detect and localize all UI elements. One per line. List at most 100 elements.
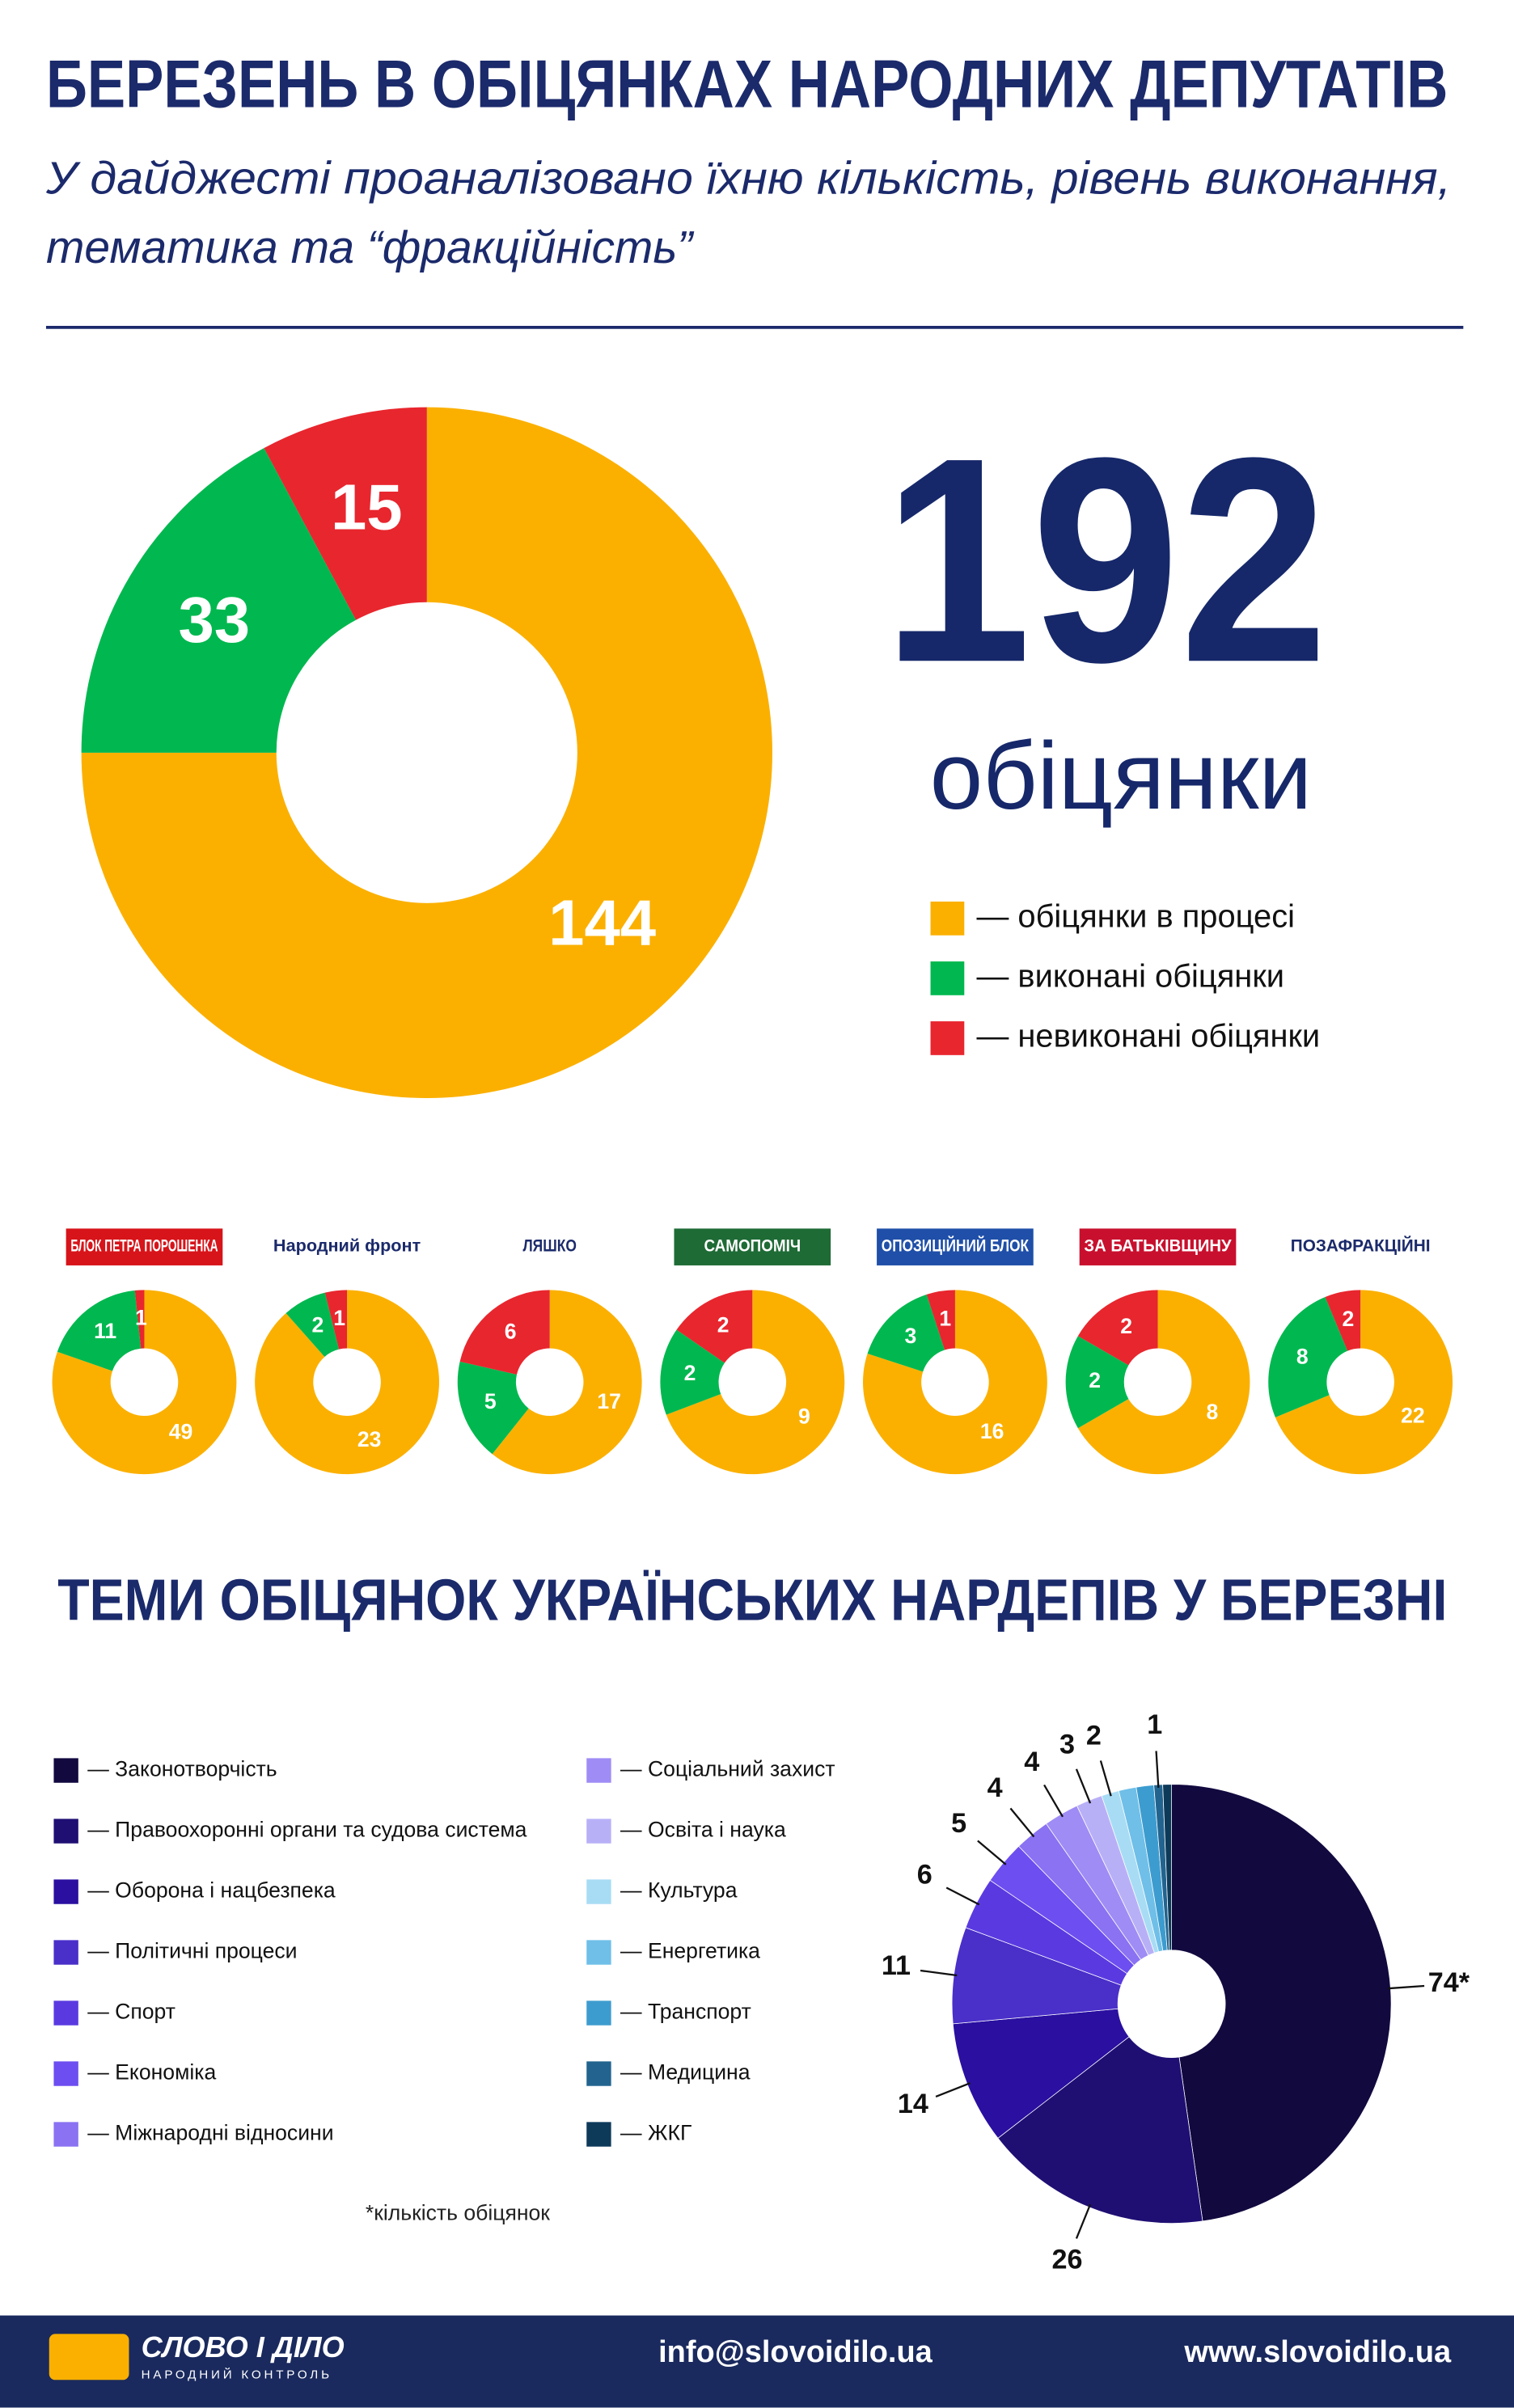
legend-swatch: [586, 2061, 611, 2086]
party-name: ОПОЗИЦІЙНИЙ БЛОК: [882, 1236, 1029, 1256]
value-label: 1: [135, 1306, 147, 1330]
slice: [997, 2036, 1203, 2224]
value-label: 17: [597, 1389, 621, 1413]
footnote: *кількість обіцянок: [366, 2200, 550, 2224]
value-label: 2: [684, 1361, 696, 1385]
subtitle-line: тематика та “фракційність”: [46, 222, 695, 273]
value-label: 11: [882, 1950, 911, 1981]
total: 192: [883, 397, 1329, 723]
party-name: САМОПОМІЧ: [704, 1237, 801, 1256]
value-label: 15: [331, 471, 403, 543]
slice: [255, 1290, 439, 1475]
value-label: 74*: [1428, 1967, 1470, 1998]
value-label: 5: [484, 1389, 497, 1413]
value-label: 9: [798, 1404, 810, 1428]
slice: [1275, 1290, 1453, 1475]
slice: [81, 448, 357, 753]
party-name: ЗА БАТЬКІВЩИНУ: [1084, 1237, 1232, 1256]
party-name: ПОЗАФРАКЦІЙНІ: [1291, 1236, 1431, 1256]
total-label: обіцянки: [930, 722, 1312, 829]
legend-swatch: [53, 1879, 78, 1904]
legend-label: — Міжнародні відносини: [87, 2121, 333, 2145]
value-label: 6: [505, 1319, 517, 1343]
footer-logo-icon: [49, 2334, 129, 2381]
leader-line: [920, 1969, 958, 1977]
legend-swatch: [586, 1819, 611, 1844]
value-label: 14: [898, 2089, 928, 2119]
party-logo-bg: [674, 1228, 831, 1265]
slice: [666, 1290, 845, 1475]
value-label: 2: [312, 1312, 324, 1337]
legend-swatch: [930, 961, 965, 995]
value-label: 2: [1120, 1314, 1132, 1338]
legend-label: — Законотворчість: [87, 1757, 277, 1781]
legend-label: — Правоохоронні органи та судова система: [87, 1818, 527, 1842]
slice: [1325, 1290, 1361, 1351]
legend-label: — Транспорт: [620, 2000, 751, 2024]
value-label: 49: [169, 1420, 193, 1444]
party-logo-bg: [66, 1228, 223, 1265]
slice: [324, 1290, 348, 1350]
legend-swatch: [53, 2061, 78, 2086]
slice: [57, 1290, 142, 1371]
legend-label: — Освіта і наука: [620, 1818, 786, 1842]
footer-brand: СЛОВО І ДІЛО: [142, 2330, 345, 2364]
footer-site: www.slovoidilo.ua: [1183, 2335, 1452, 2369]
party-name: ЛЯШКО: [522, 1237, 576, 1256]
legend-label: — невиконані обіцянки: [976, 1018, 1320, 1054]
slice: [1065, 1336, 1129, 1429]
legend-label: — Енергетика: [620, 1939, 760, 1963]
slice: [459, 1290, 550, 1375]
value-label: 1: [333, 1306, 345, 1330]
value-label: 5: [951, 1808, 966, 1839]
value-label: 16: [980, 1419, 1004, 1443]
legend-swatch: [53, 1758, 78, 1783]
section-title: ТЕМИ ОБІЦЯНОК УКРАЇНСЬКИХ НАРДЕПІВ У БЕР…: [57, 1569, 1447, 1633]
party-name: Народний фронт: [273, 1237, 421, 1256]
party-logo-bg: [877, 1228, 1034, 1265]
value-label: 2: [1343, 1307, 1355, 1331]
legend-label: — Політичні процеси: [87, 1939, 297, 1963]
legend-label: — Економіка: [87, 2060, 216, 2085]
slice: [952, 2008, 1130, 2139]
slice: [1162, 1784, 1172, 1951]
value-label: 4: [1024, 1747, 1039, 1777]
legend-label: — Культура: [620, 1878, 738, 1903]
legend-label: — Медицина: [620, 2060, 751, 2085]
legend-label: — Оборона і нацбезпека: [87, 1878, 336, 1903]
value-label: 3: [904, 1324, 916, 1348]
footer-tagline: НАРОДНИЙ КОНТРОЛЬ: [142, 2368, 332, 2382]
legend-swatch: [586, 2000, 611, 2026]
legend-swatch: [586, 1758, 611, 1783]
leader-line: [1075, 2203, 1092, 2239]
leader-line: [1155, 1751, 1160, 1789]
value-label: 3: [1059, 1730, 1075, 1760]
footer-band: [0, 2315, 1514, 2408]
legend-swatch: [53, 1819, 78, 1844]
value-label: 11: [94, 1319, 116, 1343]
slice: [867, 1294, 945, 1372]
legend-label: — ЖКГ: [620, 2121, 691, 2145]
legend-label: — Соціальний захист: [620, 1757, 835, 1781]
legend-swatch: [586, 2122, 611, 2147]
slice: [492, 1290, 642, 1475]
leader-line: [1009, 1807, 1035, 1838]
leader-line: [945, 1886, 980, 1906]
slice: [264, 407, 427, 620]
slice: [676, 1290, 753, 1363]
leader-line: [977, 1840, 1007, 1865]
value-label: 2: [717, 1312, 730, 1337]
legend-label: — Спорт: [87, 2000, 176, 2024]
footer-email: info@slovoidilo.ua: [658, 2335, 933, 2369]
value-label: 4: [987, 1772, 1003, 1803]
value-label: 22: [1401, 1403, 1425, 1427]
slice: [863, 1290, 1047, 1475]
value-label: 8: [1296, 1344, 1309, 1368]
legend-swatch: [53, 1940, 78, 1965]
slice: [134, 1290, 145, 1349]
slice: [81, 407, 772, 1098]
value-label: 2: [1089, 1368, 1101, 1392]
slice: [1171, 1784, 1392, 2222]
value-label: 2: [1086, 1720, 1102, 1751]
legend-label: — виконані обіцянки: [976, 958, 1284, 994]
